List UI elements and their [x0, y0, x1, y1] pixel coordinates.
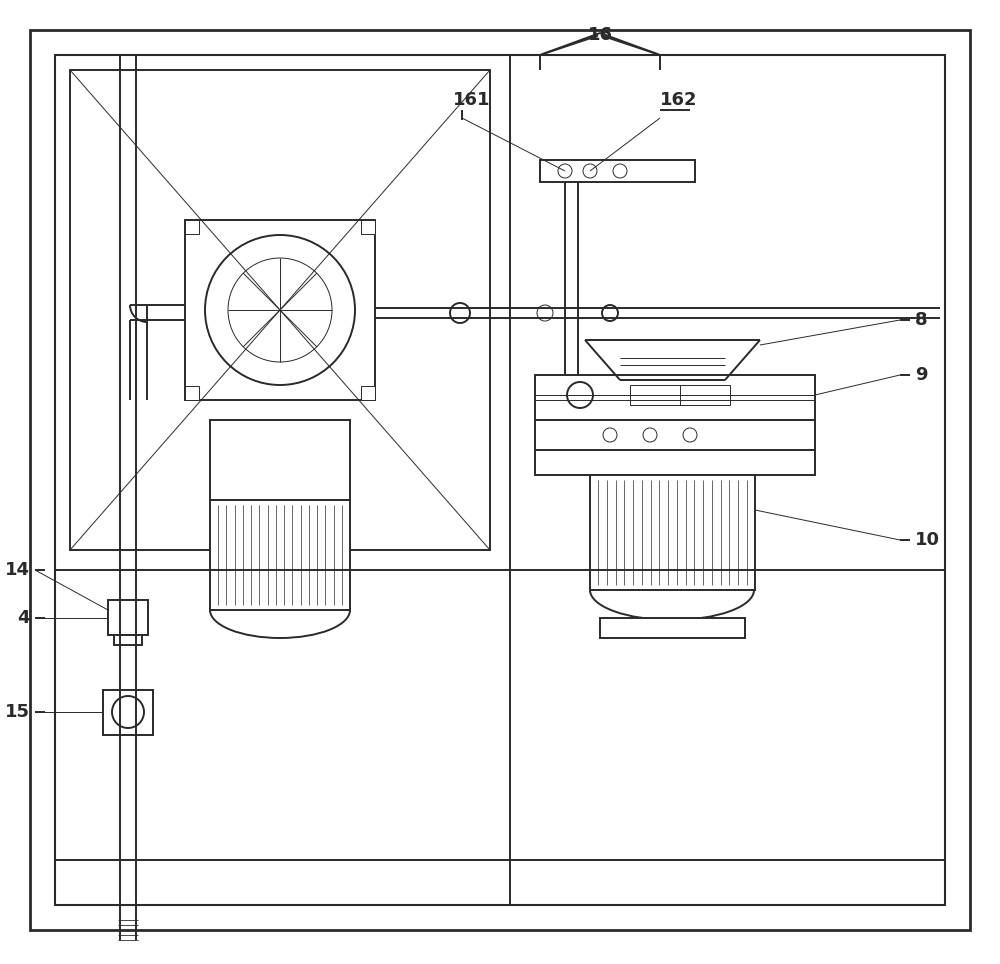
Bar	[535, 420, 815, 450]
Bar	[70, 70, 490, 550]
Text: 161: 161	[452, 91, 490, 109]
Bar	[114, 635, 142, 645]
Text: 162: 162	[660, 91, 698, 109]
Text: 8: 8	[915, 311, 928, 329]
Bar	[361, 220, 375, 234]
Bar	[590, 475, 755, 590]
Bar	[185, 220, 199, 234]
Text: 4: 4	[18, 609, 30, 627]
Bar	[361, 386, 375, 400]
Bar	[210, 500, 350, 610]
Text: 9: 9	[915, 366, 928, 384]
Bar	[108, 600, 148, 635]
Bar	[535, 450, 815, 475]
Bar	[103, 690, 153, 735]
Bar	[210, 420, 350, 500]
Bar	[185, 386, 199, 400]
Bar	[540, 160, 695, 182]
Text: 10: 10	[915, 531, 940, 549]
Text: 14: 14	[5, 561, 30, 579]
Text: 15: 15	[5, 703, 30, 721]
Bar	[55, 55, 945, 905]
Bar	[185, 220, 375, 400]
Text: 16: 16	[588, 26, 612, 44]
Bar	[535, 375, 815, 420]
Bar	[630, 385, 730, 405]
Bar	[600, 618, 745, 638]
